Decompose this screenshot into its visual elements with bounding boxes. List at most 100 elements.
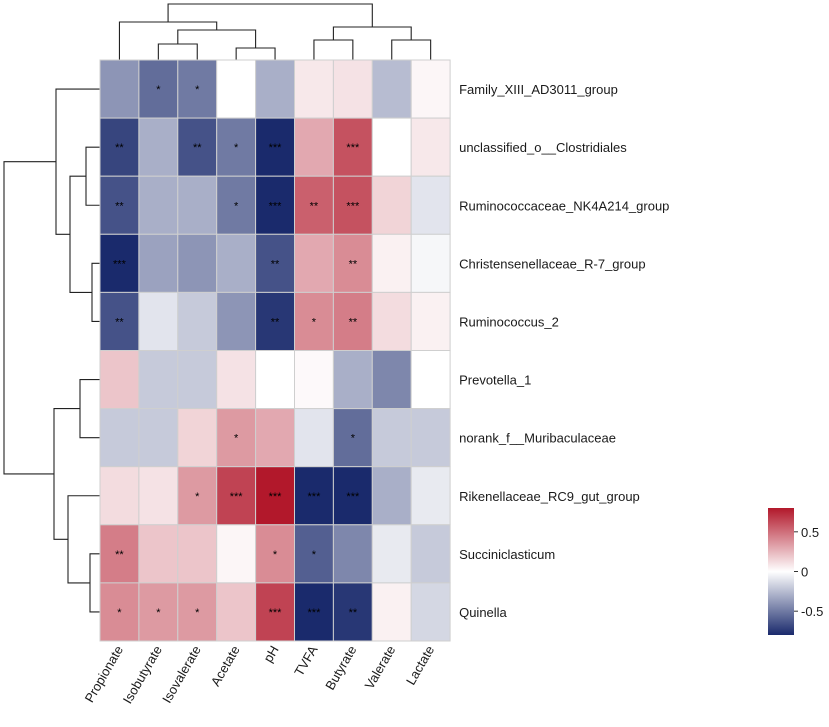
significance-mark: *** [346, 142, 360, 154]
heatmap-cell [255, 582, 296, 642]
dendrogram-branch [79, 379, 100, 439]
heatmap-cell [138, 466, 179, 526]
significance-mark: ** [115, 549, 124, 561]
legend-tick-label: 0 [801, 565, 808, 580]
heatmap-cell [371, 117, 412, 177]
significance-mark: ** [310, 200, 319, 212]
heatmap-cell [371, 59, 412, 119]
row-label: Christensenellaceae_R-7_group [459, 256, 645, 271]
significance-mark: *** [269, 142, 283, 154]
dendrogram-branch [55, 88, 100, 235]
color-legend: 0.5 0 -0.5 [768, 508, 823, 635]
heatmap-cell [294, 117, 334, 177]
heatmap-cell [216, 350, 257, 410]
significance-mark: *** [269, 607, 283, 619]
heatmap-cell [410, 582, 451, 642]
heatmap-cell [255, 350, 296, 410]
heatmap-cell [294, 59, 334, 119]
heatmap-cell [138, 59, 179, 119]
dendrogram-branch [391, 39, 432, 60]
significance-mark: ** [193, 142, 202, 154]
significance-mark: ** [349, 316, 358, 328]
heatmap-cell [216, 582, 257, 642]
significance-mark: * [312, 316, 317, 328]
heatmap-cell [371, 175, 412, 235]
heatmap-cell [332, 524, 373, 584]
heatmap-cell [332, 466, 373, 526]
heatmap-cell [99, 524, 140, 584]
heatmap-cell [138, 117, 179, 177]
significance-mark: *** [346, 491, 360, 503]
heatmap-cell [216, 175, 257, 235]
heatmap-cell [255, 466, 296, 526]
heatmap-cell [294, 291, 334, 351]
heatmap-cell [99, 233, 140, 293]
column-label: pH [260, 643, 281, 665]
heatmap-cell [332, 291, 373, 351]
heatmap-cell [371, 350, 412, 410]
heatmap-cell [371, 291, 412, 351]
dendrogram-branch [85, 146, 100, 206]
color-legend-bar [768, 508, 794, 635]
significance-mark: * [234, 433, 239, 445]
heatmap-cell [99, 117, 140, 177]
row-labels: Family_XIII_AD3011_group unclassified_o__… [459, 82, 669, 620]
significance-mark: *** [346, 200, 360, 212]
heatmap-cell [216, 233, 257, 293]
significance-mark: *** [269, 200, 283, 212]
heatmap-cell [177, 175, 218, 235]
significance-mark: ** [115, 316, 124, 328]
heatmap-cell [138, 524, 179, 584]
heatmap-cell [99, 291, 140, 351]
significance-mark: * [156, 84, 161, 96]
heatmap-cell [332, 350, 373, 410]
heatmap-cell [216, 291, 257, 351]
heatmap-cell [99, 582, 140, 642]
heatmap-cell [255, 175, 296, 235]
heatmap-cell [177, 408, 218, 468]
heatmap-cell [294, 582, 334, 642]
significance-mark: * [312, 549, 317, 561]
heatmap-cell [294, 408, 334, 468]
heatmap-cell [294, 233, 334, 293]
heatmap-cell [410, 408, 451, 468]
heatmap-cell [99, 59, 140, 119]
significance-mark: * [351, 433, 356, 445]
heatmap-cell [255, 59, 296, 119]
heatmap-cell [294, 350, 334, 410]
heatmap-cell [177, 524, 218, 584]
heatmap-cell [99, 466, 140, 526]
heatmap-cell [410, 59, 451, 119]
legend-tick-label: -0.5 [801, 604, 823, 619]
significance-mark: ** [115, 200, 124, 212]
significance-mark: * [156, 607, 161, 619]
row-label: Prevotella_1 [459, 373, 531, 388]
heatmap-cell [371, 233, 412, 293]
significance-mark: *** [308, 607, 322, 619]
heatmap-cell [138, 233, 179, 293]
significance-mark: * [234, 200, 239, 212]
significance-mark: *** [230, 491, 244, 503]
heatmap-cell [255, 408, 296, 468]
heatmap-cell [332, 582, 373, 642]
heatmap-cell [371, 582, 412, 642]
heatmap-cell [332, 59, 373, 119]
heatmap-cell [410, 466, 451, 526]
heatmap-cell [410, 291, 451, 351]
significance-mark: * [234, 142, 239, 154]
heatmap-cell [177, 291, 218, 351]
heatmap-cell [410, 117, 451, 177]
column-label: Lactate [403, 643, 437, 687]
significance-mark: * [195, 491, 200, 503]
row-dendrogram [3, 88, 100, 613]
heatmap-cell [216, 524, 257, 584]
dendrogram-branch [53, 408, 80, 540]
row-label: Succiniclasticum [459, 547, 555, 562]
significance-mark: ** [349, 607, 358, 619]
heatmap-cell [177, 233, 218, 293]
dendrogram-branch [118, 21, 218, 60]
row-label: Ruminococcaceae_NK4A214_group [459, 198, 669, 213]
column-label: Butyrate [322, 643, 359, 692]
heatmap-cell [138, 408, 179, 468]
